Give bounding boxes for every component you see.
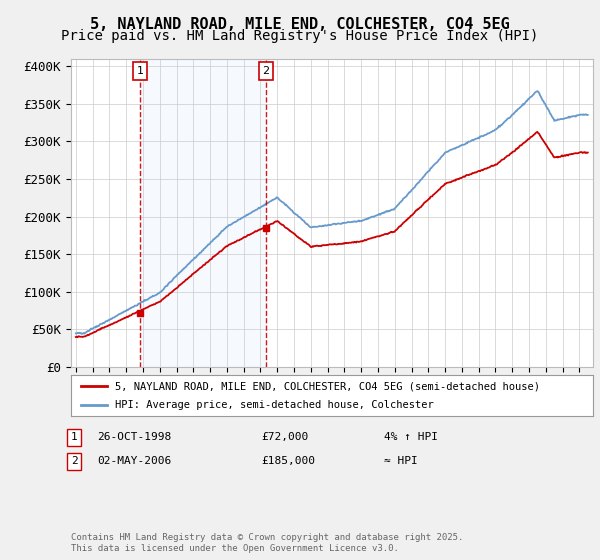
Text: 2: 2 [71,456,77,466]
Text: HPI: Average price, semi-detached house, Colchester: HPI: Average price, semi-detached house,… [115,400,434,409]
Text: £185,000: £185,000 [261,456,315,466]
Bar [140,59,266,367]
Text: Price paid vs. HM Land Registry's House Price Index (HPI): Price paid vs. HM Land Registry's House … [61,29,539,43]
Text: 02-MAY-2006: 02-MAY-2006 [97,456,172,466]
Text: 1: 1 [136,66,143,76]
Text: 26-OCT-1998: 26-OCT-1998 [97,432,172,442]
Text: 5, NAYLAND ROAD, MILE END, COLCHESTER, CO4 5EG (semi-detached house): 5, NAYLAND ROAD, MILE END, COLCHESTER, C… [115,381,540,391]
Text: £72,000: £72,000 [261,432,308,442]
Text: 5, NAYLAND ROAD, MILE END, COLCHESTER, CO4 5EG: 5, NAYLAND ROAD, MILE END, COLCHESTER, C… [90,17,510,32]
Text: ≈ HPI: ≈ HPI [384,456,418,466]
Text: Contains HM Land Registry data © Crown copyright and database right 2025.
This d: Contains HM Land Registry data © Crown c… [71,533,463,553]
Text: 1: 1 [71,432,77,442]
Text: 2: 2 [262,66,269,76]
Text: 4% ↑ HPI: 4% ↑ HPI [384,432,438,442]
